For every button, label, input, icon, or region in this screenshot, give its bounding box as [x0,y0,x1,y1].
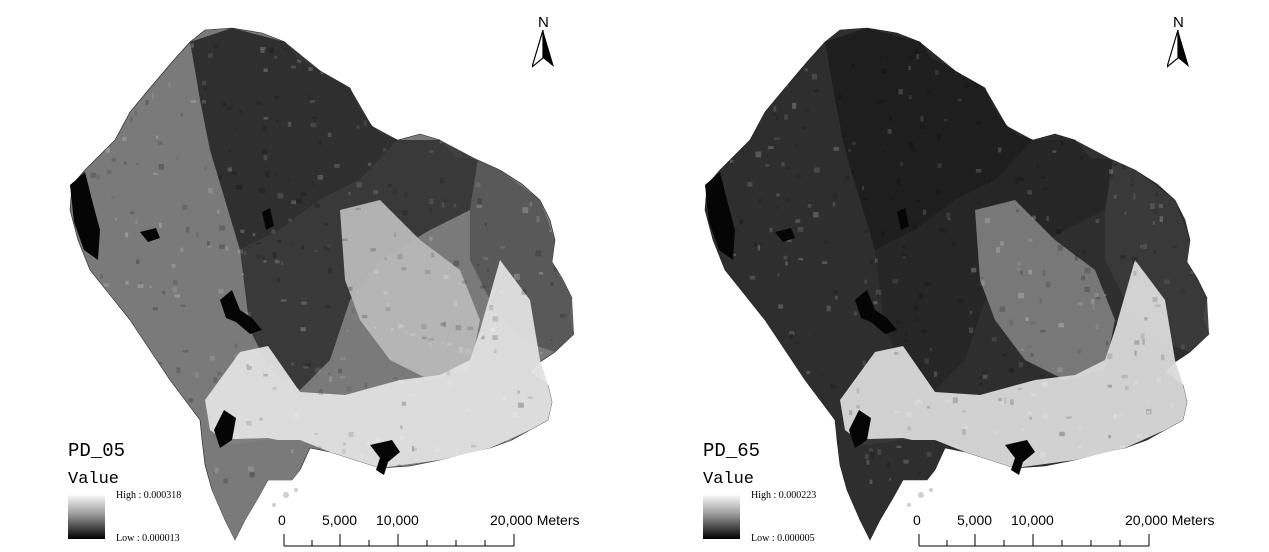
legend-high-label: High : 0.000318 [116,490,182,501]
water-body [140,228,160,242]
map-panel-pd05: N PD_05 Value High : 0.000318 Low : 0.000013… [0,0,634,552]
scale-label: 5,000 [957,512,993,528]
water-body [262,208,274,230]
scale-bar-graphic [918,534,1150,547]
legend-color-ramp [68,494,105,539]
legend-low-label: Low : 0.000013 [116,533,180,544]
scale-label: 0 [913,512,921,528]
water-body [370,440,400,475]
water-body [705,172,735,260]
urban-south-region [840,260,1187,468]
southwest-peninsula-region [205,438,300,540]
water-body [214,410,236,448]
scale-label: 10,000 [1011,512,1054,528]
layer-title: PD_05 [68,440,126,462]
north-arrow: N [1163,14,1193,70]
north-dark-region [825,28,1033,250]
scale-label: 0 [278,512,286,528]
urban-south-region [205,260,552,468]
legend-color-ramp [703,494,740,539]
map-image [704,27,1210,541]
scale-label: 5,000 [322,512,358,528]
island [294,488,298,492]
island [907,503,911,507]
water-body [849,410,871,448]
water-body [220,290,262,334]
map-image [69,27,575,541]
north-label: N [1173,14,1184,31]
water-body [1005,440,1035,475]
scale-bar-graphic [283,534,515,547]
bright-inland-region [975,200,1115,380]
legend-value-label: Value [703,470,755,489]
north-dark-region [190,28,398,250]
southwest-peninsula-region [840,438,935,540]
legend-high-label: High : 0.000223 [751,490,817,501]
layer-title: PD_65 [703,440,761,462]
scale-label: 20,000 Meters [1125,512,1215,528]
island [283,492,289,498]
scale-bar: 0 5,000 10,000 20,000 Meters [270,508,610,552]
legend-value-label: Value [68,470,120,489]
scale-bar: 0 5,000 10,000 20,000 Meters [905,508,1245,552]
north-arrow-icon [532,30,554,68]
water-body [775,228,795,242]
north-arrow-icon [1167,30,1189,68]
island [929,488,933,492]
bright-inland-region [340,200,480,380]
scale-label: 10,000 [376,512,419,528]
north-arrow: N [528,14,558,70]
island [272,503,276,507]
water-body [855,290,897,334]
island [918,492,924,498]
map-panel-pd65: N PD_65 Value High : 0.000223 Low : 0.000005… [635,0,1269,552]
water-body [70,172,100,260]
water-body [897,208,909,230]
scale-label: 20,000 Meters [490,512,580,528]
north-label: N [538,14,549,31]
legend-low-label: Low : 0.000005 [751,533,815,544]
